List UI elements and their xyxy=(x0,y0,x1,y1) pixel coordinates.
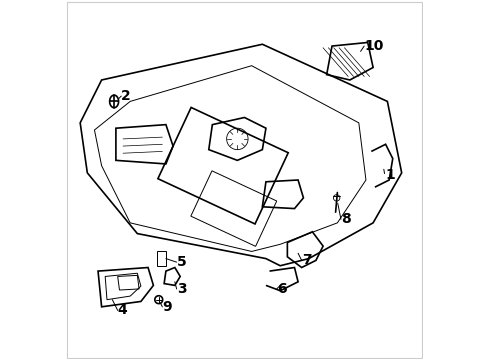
Text: 4: 4 xyxy=(118,303,127,318)
Text: 1: 1 xyxy=(385,168,394,182)
Text: 6: 6 xyxy=(276,282,285,296)
Text: 2: 2 xyxy=(121,89,131,103)
Text: 5: 5 xyxy=(176,255,186,269)
Text: 8: 8 xyxy=(340,212,350,226)
Text: 9: 9 xyxy=(162,300,172,314)
Text: 10: 10 xyxy=(364,39,383,53)
Text: 7: 7 xyxy=(301,253,311,267)
Text: 3: 3 xyxy=(176,282,186,296)
